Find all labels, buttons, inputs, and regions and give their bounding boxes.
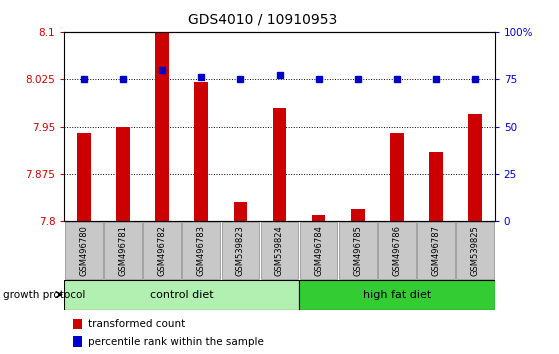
Text: percentile rank within the sample: percentile rank within the sample xyxy=(88,337,264,347)
FancyBboxPatch shape xyxy=(300,222,338,279)
Bar xyxy=(390,133,404,221)
Text: GDS4010 / 10910953: GDS4010 / 10910953 xyxy=(188,12,337,27)
FancyBboxPatch shape xyxy=(143,222,181,279)
Text: GSM496785: GSM496785 xyxy=(353,225,362,276)
Bar xyxy=(155,32,169,221)
Text: transformed count: transformed count xyxy=(88,319,186,329)
Text: GSM496781: GSM496781 xyxy=(119,225,127,276)
Text: GSM539824: GSM539824 xyxy=(275,225,284,276)
Bar xyxy=(351,209,364,221)
Text: GSM496787: GSM496787 xyxy=(432,225,440,276)
Text: high fat diet: high fat diet xyxy=(363,290,431,300)
Bar xyxy=(73,319,82,329)
FancyBboxPatch shape xyxy=(260,222,299,279)
Bar xyxy=(429,152,443,221)
Bar xyxy=(116,126,130,221)
Text: GSM496780: GSM496780 xyxy=(79,225,88,276)
Text: growth protocol: growth protocol xyxy=(3,290,85,299)
FancyBboxPatch shape xyxy=(456,222,494,279)
Bar xyxy=(77,133,91,221)
FancyBboxPatch shape xyxy=(339,222,377,279)
FancyBboxPatch shape xyxy=(64,280,299,310)
Bar xyxy=(312,215,325,221)
FancyBboxPatch shape xyxy=(221,222,259,279)
FancyBboxPatch shape xyxy=(65,222,103,279)
FancyBboxPatch shape xyxy=(417,222,455,279)
Bar xyxy=(73,336,82,347)
Bar xyxy=(273,108,286,221)
Text: GSM496786: GSM496786 xyxy=(392,225,401,276)
Bar xyxy=(468,114,482,221)
Bar xyxy=(195,82,208,221)
Text: GSM539823: GSM539823 xyxy=(236,225,245,276)
FancyBboxPatch shape xyxy=(104,222,142,279)
Text: GSM539825: GSM539825 xyxy=(471,225,480,276)
Text: control diet: control diet xyxy=(150,290,214,300)
FancyBboxPatch shape xyxy=(378,222,416,279)
Text: GSM496783: GSM496783 xyxy=(197,225,206,276)
Text: GSM496784: GSM496784 xyxy=(314,225,323,276)
FancyBboxPatch shape xyxy=(299,280,495,310)
Text: GSM496782: GSM496782 xyxy=(158,225,167,276)
Bar xyxy=(234,202,247,221)
FancyBboxPatch shape xyxy=(182,222,220,279)
